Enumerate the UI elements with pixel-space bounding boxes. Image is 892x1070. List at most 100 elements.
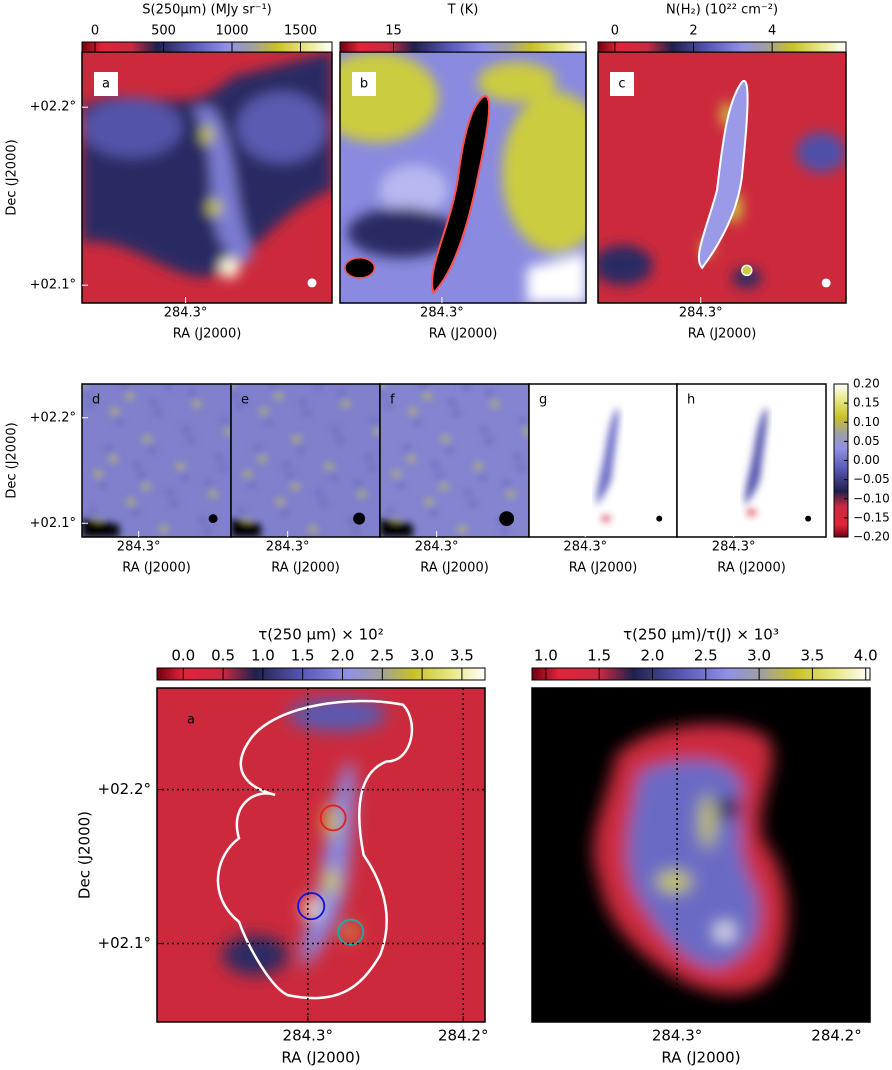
map-feature [502,92,586,253]
map-image [82,384,231,537]
map-feature [302,410,312,417]
map-background [231,384,380,537]
map-feature [86,402,96,409]
colorbar-tick-label: 0.15 [853,396,880,410]
colorbar-tick-label: 0.5 [211,647,235,665]
map-feature [441,436,451,443]
x-axis-label: RA (J2000) [420,561,489,576]
colorbar-tick-label: 3.0 [410,647,434,665]
colorbar [597,41,847,53]
x-tick-label: 284.3° [283,1027,333,1045]
colorbar-tick-label: −0.20 [853,530,890,544]
map-feature [324,463,334,470]
map-feature [731,267,762,288]
colorbar-tick-label: 4.0 [854,647,878,665]
map-feature [143,436,153,443]
x-tick-label: 284.3° [415,540,459,555]
y-tick-label: +02.1° [98,934,151,952]
map-feature [744,406,768,507]
map-feature [457,526,467,533]
panel-label: e [241,393,249,408]
map-feature [312,384,322,391]
panel-label: b [360,77,368,92]
map-feature [601,515,611,522]
map-feature [192,107,252,263]
map-feature [406,455,416,463]
colorbar-tick-label: 0.05 [853,434,880,448]
map-feature [235,402,245,409]
beam [821,278,831,288]
map-feature [220,417,230,424]
map-feature [526,252,586,303]
map-feature [473,463,483,470]
colorbar-tick-label: 0 [611,24,619,39]
map-feature [141,483,151,490]
map-image [677,384,826,537]
source-circle [298,893,324,919]
map-feature [329,474,339,481]
map-feature [108,455,118,463]
frame [676,383,827,538]
map-feature [502,480,512,487]
map-feature [247,481,257,489]
source-circle [321,805,346,830]
map-feature [237,92,327,163]
map-feature [742,265,752,275]
map-feature [198,517,208,524]
panel-label: a [187,713,195,728]
map-feature [259,408,269,415]
map-image [82,52,332,303]
map-feature [477,62,557,103]
map-feature [231,391,240,398]
map-feature [132,462,142,469]
beam [307,278,317,288]
map-feature [204,480,214,487]
colorbar-tick-label: 3.5 [800,647,824,665]
x-axis-label: RA (J2000) [429,327,498,342]
map-feature [380,391,389,398]
map-feature [596,406,619,507]
colorbar-label: τ(250 μm) × 10² [258,626,384,644]
map-feature [445,446,455,453]
x-tick-label: 284.3° [420,306,464,321]
colorbar-tick-label: 3.5 [450,647,474,665]
beam [561,278,571,288]
colorbar-tick-label: 1.5 [291,647,315,665]
map-feature [598,245,653,286]
map-feature [430,462,440,469]
map-soft [744,406,768,516]
map-feature [447,399,456,406]
map-feature [369,417,379,424]
map-feature [379,164,449,216]
map-features [218,698,412,998]
map-feature [423,393,433,400]
map-feature [231,384,236,388]
colorbar-tick-label: 3.0 [747,647,771,665]
map-feature [351,527,361,534]
map-feature [180,474,190,481]
map-soft [82,52,332,278]
map-feature [479,426,489,433]
colorbar-tick-label: 1.0 [251,647,275,665]
map-feature [341,400,351,407]
map-feature [187,390,197,397]
colorbar-tick-label: 2.0 [641,647,665,665]
map-feature [275,498,285,505]
map-feature [208,491,218,498]
map-features [82,52,332,288]
y-axis-label: Dec (J2000) [5,139,20,215]
map-feature [186,437,196,444]
colorbar-tick-label: 2.0 [331,647,355,665]
map-feature [391,471,401,478]
map-feature [200,126,214,144]
map-features [380,384,529,537]
panel-label-box [94,72,118,96]
x-tick-label: 284.2° [438,1027,488,1045]
x-tick-label: 284.3° [679,306,723,321]
map-feature [253,445,263,452]
colorbar-tick-label: 0.10 [853,415,880,429]
frame [156,687,486,1023]
panel-label: c [618,77,625,92]
map-feature [318,500,328,507]
x-tick-label: 284.3° [164,306,208,321]
